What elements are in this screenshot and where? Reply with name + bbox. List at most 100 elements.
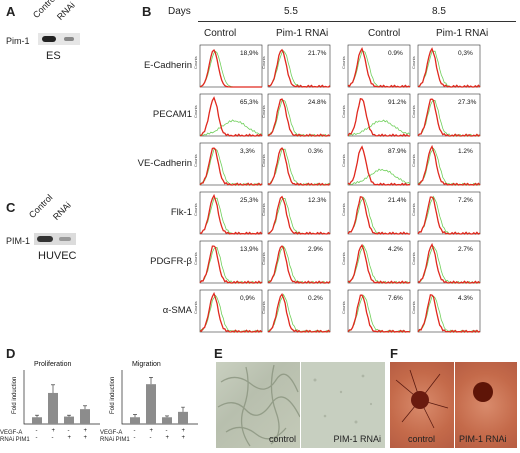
chart-error-bar <box>149 377 153 385</box>
panel-c-band-control <box>37 236 53 242</box>
panel-a-label: A <box>6 4 16 19</box>
treatment-sign: + <box>84 435 88 441</box>
histogram-percentage: 25,3% <box>240 197 259 204</box>
treatment-sign: + <box>68 435 72 441</box>
facs-histogram: Counts 1.2% <box>412 142 481 186</box>
panel-b-group-4: Pim-1 RNAi <box>436 28 489 39</box>
panel-f-image-control: control <box>390 362 454 448</box>
treatment-sign: - <box>36 435 38 441</box>
red-trace <box>417 196 481 235</box>
histogram-frame <box>347 240 411 284</box>
panel-b-day-2: 8.5 <box>432 6 446 17</box>
histogram-frame <box>417 93 481 137</box>
panel-a-blot <box>38 33 80 45</box>
treatment-sign: + <box>166 435 170 441</box>
facs-histogram: Counts 21.4% <box>342 191 411 235</box>
histogram-percentage: 7.2% <box>458 197 473 204</box>
red-trace <box>267 195 331 235</box>
chart-bar <box>64 416 74 424</box>
histogram-percentage: 3,3% <box>240 148 255 155</box>
treatment-row-label: RNAi PIM1 <box>100 437 130 443</box>
panel-b-group-3: Control <box>368 28 401 39</box>
treatment-row-label: RNAi PIM1 <box>0 437 30 443</box>
panel-f-label: F <box>390 346 398 361</box>
red-trace <box>417 47 481 88</box>
histogram-percentage: 1.2% <box>458 148 473 155</box>
treatment-sign: + <box>84 428 88 434</box>
chart-error-bar <box>67 414 71 417</box>
red-trace <box>267 147 331 186</box>
panel-c-protein-label: PIM-1 <box>6 236 31 246</box>
histogram-frame <box>417 289 481 333</box>
histogram-percentage: 0.2% <box>308 295 323 302</box>
histogram-axis-label: Counts <box>342 203 346 216</box>
panel-e-sparse-texture <box>313 374 373 424</box>
panel-c-label: C <box>6 200 16 215</box>
panel-b-group-2: Pim-1 RNAi <box>276 28 329 39</box>
facs-histogram: Counts 7.6% <box>342 289 411 333</box>
treatment-sign: + <box>182 435 186 441</box>
histogram-percentage: 87.9% <box>388 148 407 155</box>
treatment-sign: - <box>166 428 168 434</box>
histogram-frame <box>267 191 331 235</box>
histogram-frame <box>267 240 331 284</box>
green-trace <box>417 195 481 235</box>
green-trace <box>267 148 331 186</box>
green-trace <box>347 244 411 284</box>
treatment-sign: - <box>52 435 54 441</box>
chart-bar <box>146 384 156 424</box>
histogram-percentage: 24.8% <box>308 99 327 106</box>
panel-c-band-rnai <box>59 237 71 241</box>
histogram-frame <box>347 289 411 333</box>
histogram-axis-label: Counts <box>262 203 266 216</box>
green-trace <box>267 245 330 284</box>
histogram-axis-label: Counts <box>262 301 266 314</box>
histogram-percentage: 21.7% <box>308 50 327 57</box>
histogram-axis-label: Counts <box>412 105 416 118</box>
histogram-axis-label: Counts <box>412 252 416 265</box>
facs-histogram: Counts 0.3% <box>262 142 331 186</box>
histogram-frame <box>347 142 411 186</box>
red-trace <box>417 98 481 137</box>
facs-histogram: Counts 24.8% <box>262 93 331 137</box>
chart-axes <box>23 370 100 425</box>
red-trace <box>417 242 481 284</box>
treatment-row-label: VEGF-A <box>0 430 23 436</box>
green-trace <box>417 50 481 88</box>
histogram-axis-label: Counts <box>342 154 346 167</box>
histogram-percentage: 2.7% <box>458 246 473 253</box>
green-trace <box>267 197 331 235</box>
histogram-percentage: 18,9% <box>240 50 259 57</box>
treatment-sign: - <box>36 428 38 434</box>
panel-e-network-texture <box>217 364 301 447</box>
chart-error-bar <box>165 415 169 418</box>
facs-histogram: Counts 2.9% <box>262 240 331 284</box>
facs-histogram: Counts 12.3% <box>262 191 331 235</box>
facs-histogram: Counts 27.3% <box>412 93 481 137</box>
histogram-percentage: 0.9% <box>388 50 403 57</box>
chart-title: Migration <box>132 361 161 368</box>
red-trace <box>347 145 411 186</box>
chart-bar <box>130 417 140 424</box>
histogram-axis-label: Counts <box>342 56 346 69</box>
green-trace <box>417 147 480 186</box>
panel-b-group-1: Control <box>204 28 237 39</box>
green-trace <box>417 99 481 137</box>
histogram-percentage: 4.2% <box>388 246 403 253</box>
panel-f-caption-rnai: PIM-1 RNAi <box>459 434 507 444</box>
histogram-frame <box>347 93 411 137</box>
chart-error-bar <box>181 406 185 412</box>
red-trace <box>417 144 481 186</box>
green-trace <box>267 293 331 333</box>
histogram-frame <box>417 240 481 284</box>
green-trace <box>347 119 411 137</box>
histogram-frame <box>347 191 411 235</box>
chart-error-bar <box>35 414 39 418</box>
panel-b-label: B <box>142 4 152 19</box>
histogram-percentage: 0,3% <box>458 50 473 57</box>
panel-f-caption-control: control <box>408 434 436 444</box>
panel-f-image-rnai: PIM-1 RNAi <box>455 362 517 448</box>
panel-f-sprout-texture <box>395 369 449 429</box>
facs-histogram: Counts 7.2% <box>412 191 481 235</box>
